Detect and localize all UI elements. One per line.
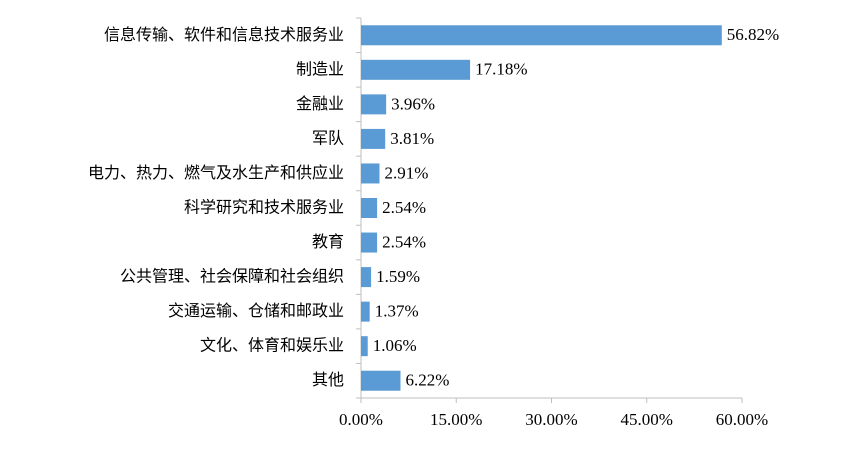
- value-label: 3.81%: [390, 129, 434, 148]
- bar: [361, 198, 378, 218]
- y-tick-label: 军队: [312, 128, 344, 147]
- y-tick-label: 其他: [312, 370, 344, 389]
- value-label: 2.54%: [382, 232, 426, 251]
- y-tick-label: 金融业: [296, 94, 344, 113]
- value-label: 56.82%: [727, 25, 779, 44]
- x-tick-label: 0.00%: [339, 410, 383, 429]
- bar: [361, 232, 378, 253]
- y-tick-label: 制造业: [296, 59, 344, 78]
- x-tick-label: 60.00%: [716, 410, 768, 429]
- bar: [361, 370, 401, 391]
- bar: [361, 163, 380, 184]
- bar: [361, 25, 722, 46]
- value-label: 2.91%: [384, 163, 428, 182]
- y-tick-label: 科学研究和技术服务业: [184, 198, 344, 217]
- x-tick-label: 15.00%: [430, 410, 482, 429]
- bar: [361, 336, 368, 357]
- bar: [361, 94, 387, 115]
- y-tick-label: 文化、体育和娱乐业: [200, 336, 344, 355]
- y-tick-label: 交通运输、仓储和邮政业: [168, 301, 344, 320]
- y-tick-label: 教育: [312, 232, 344, 251]
- value-label: 2.54%: [382, 198, 426, 217]
- bar: [361, 128, 386, 149]
- bar: [361, 59, 471, 80]
- y-tick-label: 电力、热力、燃气及水生产和供应业: [88, 163, 344, 182]
- x-tick-label: 45.00%: [621, 410, 673, 429]
- value-label: 3.96%: [391, 94, 435, 113]
- value-label: 1.37%: [375, 302, 419, 321]
- x-tick-label: 30.00%: [525, 410, 577, 429]
- y-tick-label: 公共管理、社会保障和社会组织: [120, 267, 344, 286]
- value-label: 1.06%: [373, 336, 417, 355]
- value-label: 17.18%: [475, 60, 527, 79]
- value-label: 1.59%: [376, 267, 420, 286]
- bar: [361, 267, 372, 288]
- bar: [361, 301, 370, 322]
- y-tick-label: 信息传输、软件和信息技术服务业: [104, 25, 344, 44]
- value-label: 6.22%: [405, 371, 449, 390]
